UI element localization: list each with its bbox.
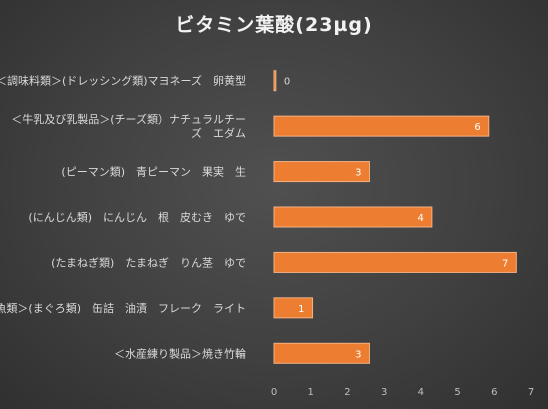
category-label-2-line-1: ＜牛乳及び乳製品＞(チーズ類）ナチュラルチー	[11, 112, 246, 126]
data-label-3: 3	[355, 168, 361, 179]
bar-2	[273, 115, 490, 137]
data-label-2: 6	[474, 122, 480, 133]
x-tick-label-1: 1	[308, 387, 314, 398]
data-label-5: 7	[502, 258, 508, 269]
category-label-3: (ピーマン類) 青ピーマン 果実 生	[61, 165, 246, 179]
x-tick-label-4: 4	[418, 387, 424, 398]
category-label-7: ＜水産練り製品＞焼き竹輪	[114, 346, 246, 360]
x-tick-label-5: 5	[454, 387, 460, 398]
bar-5	[273, 251, 517, 273]
x-tick-label-0: 0	[271, 387, 277, 398]
x-tick-label-6: 6	[491, 387, 497, 398]
axis-layer: 0 1 2 3 4 5 6 7	[271, 387, 534, 398]
category-label-6: ＜魚類＞(まぐろ類) 缶詰 油漬 フレーク ライト	[0, 301, 246, 315]
bar-1	[273, 70, 277, 92]
data-label-1: 0	[284, 77, 290, 88]
x-tick-label-3: 3	[381, 387, 387, 398]
category-label-5: (たまねぎ類) たまねぎ りん茎 ゆで	[51, 255, 246, 269]
x-tick-label-2: 2	[344, 387, 350, 398]
bar-6	[273, 297, 314, 319]
data-label-4: 4	[417, 213, 423, 224]
bar-3	[273, 161, 370, 183]
data-label-6: 1	[298, 304, 304, 315]
category-label-2-line-2: ズ エダム	[191, 126, 246, 140]
chart-title: ビタミン葉酸(23µg)	[175, 14, 373, 36]
category-labels: ＜調味料類＞(ドレッシング類)マヨネーズ 卵黄型 ＜牛乳及び乳製品＞(チーズ類）ナ…	[0, 74, 246, 361]
category-label-4: (にんじん類) にんじん 根 皮むき ゆで	[28, 210, 246, 224]
bars-layer: 0 6 3 4 7 1 3	[273, 70, 517, 364]
data-label-7: 3	[355, 349, 361, 360]
bar-4	[273, 206, 433, 228]
x-tick-label-7: 7	[528, 387, 534, 398]
category-label-1: ＜調味料類＞(ドレッシング類)マヨネーズ 卵黄型	[0, 74, 246, 88]
bar-7	[273, 342, 370, 364]
